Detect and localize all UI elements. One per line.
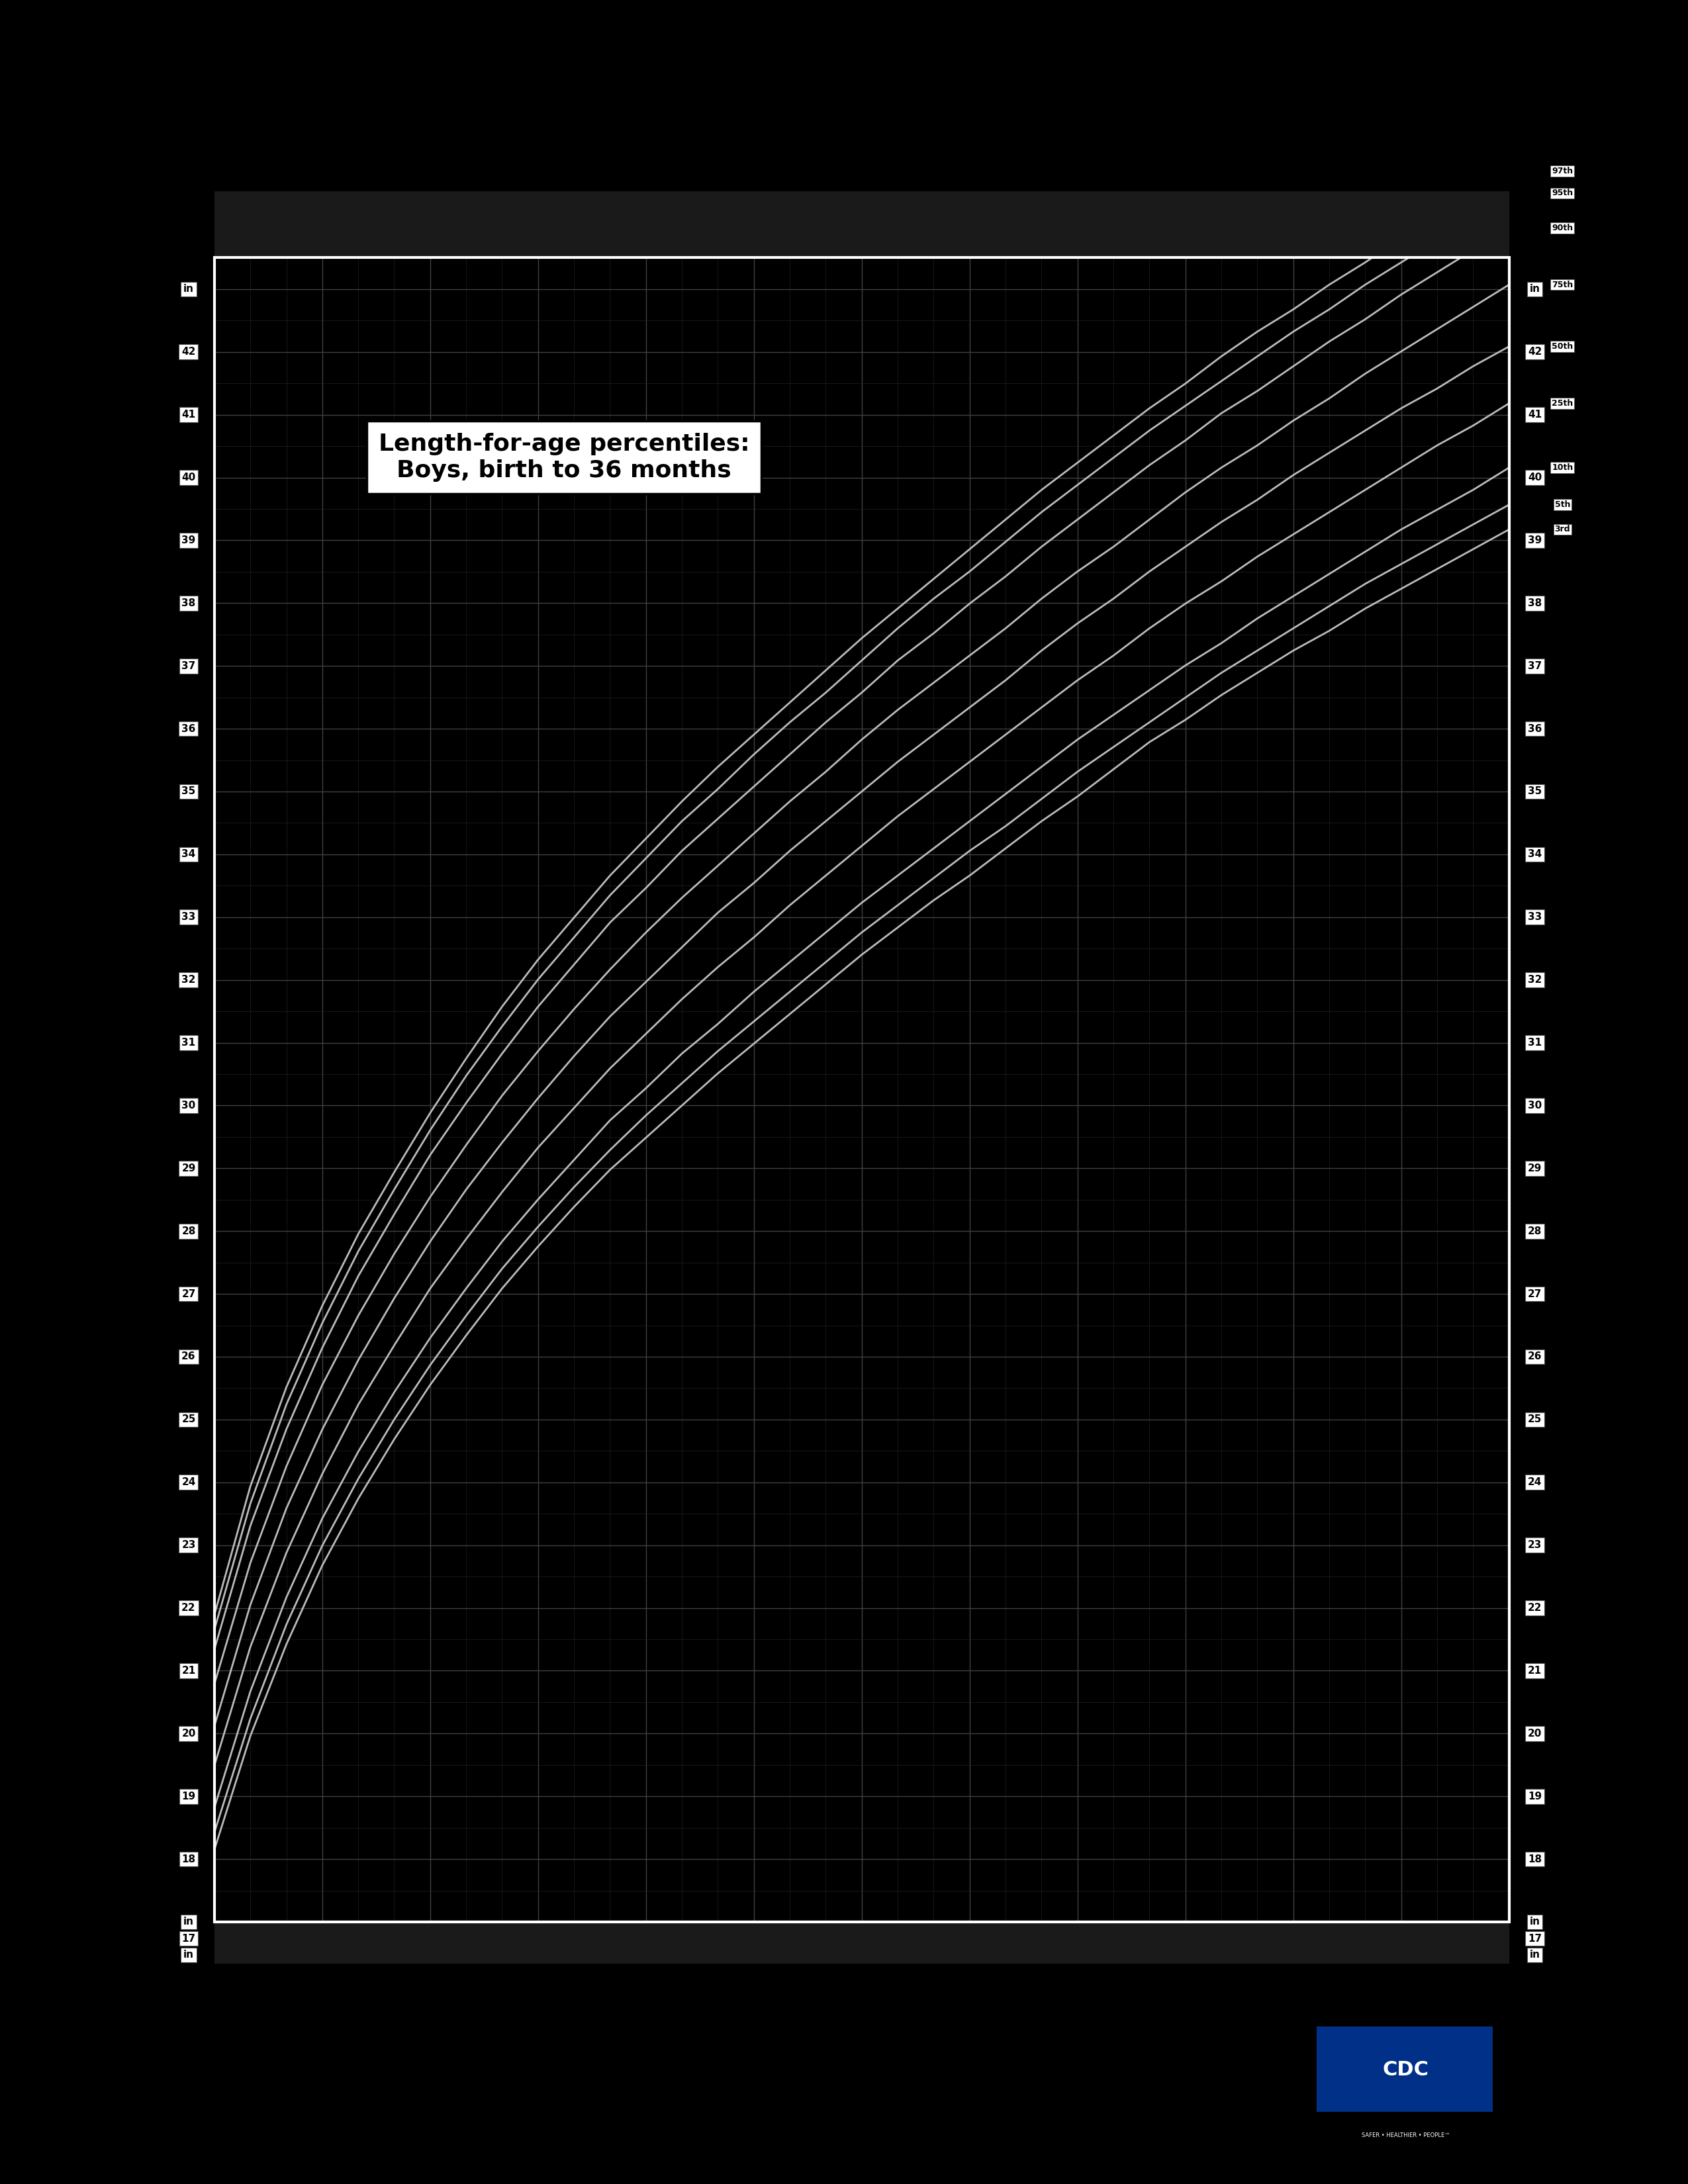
Text: in: in (184, 284, 194, 295)
Text: 5th: 5th (1555, 500, 1570, 509)
Text: 3rd: 3rd (1555, 524, 1570, 533)
Text: 21: 21 (1528, 1666, 1541, 1675)
Text: 31: 31 (182, 1037, 196, 1048)
Text: CDC: CDC (1382, 2060, 1430, 2079)
Text: 97th: 97th (1551, 166, 1573, 175)
Bar (214, 258, 1509, 1922)
Text: 37: 37 (182, 662, 196, 670)
Text: 29: 29 (182, 1164, 196, 1173)
Text: 38: 38 (182, 598, 196, 607)
Text: Length-for-age percentiles:
Boys, birth to 36 months: Length-for-age percentiles: Boys, birth … (378, 432, 749, 483)
Text: 21: 21 (182, 1666, 196, 1675)
Text: in: in (184, 1918, 194, 1926)
Bar (214, 192, 1509, 258)
Text: 32: 32 (1528, 974, 1541, 985)
Text: 28: 28 (1528, 1225, 1541, 1236)
Text: 35: 35 (1528, 786, 1541, 797)
Text: 18: 18 (1528, 1854, 1541, 1865)
Text: 75th: 75th (1551, 280, 1573, 288)
Text: 17: 17 (1528, 1933, 1541, 1944)
Text: 27: 27 (1528, 1289, 1541, 1299)
Text: 90th: 90th (1551, 223, 1573, 232)
Text: 34: 34 (1528, 850, 1541, 858)
Text: 17: 17 (182, 1933, 196, 1944)
Text: 31: 31 (1528, 1037, 1541, 1048)
Text: 36: 36 (1528, 723, 1541, 734)
Text: 39: 39 (182, 535, 196, 546)
Text: 95th: 95th (1551, 188, 1573, 197)
Text: 10th: 10th (1551, 463, 1573, 472)
Text: 35: 35 (182, 786, 196, 797)
Text: 40: 40 (1528, 472, 1541, 483)
Text: 32: 32 (182, 974, 196, 985)
Text: 19: 19 (1528, 1791, 1541, 1802)
Text: 30: 30 (182, 1101, 196, 1109)
Bar (214, 1922, 1509, 1963)
Text: 26: 26 (182, 1352, 196, 1361)
Text: 25th: 25th (1551, 400, 1573, 408)
Text: in: in (1529, 284, 1539, 295)
Text: 37: 37 (1528, 662, 1541, 670)
Text: in: in (1529, 1918, 1539, 1926)
Text: 42: 42 (1528, 347, 1541, 356)
Text: Published May 30, 2000.: Published May 30, 2000. (214, 2092, 327, 2101)
Text: 23: 23 (1528, 1540, 1541, 1551)
Text: 20: 20 (182, 1728, 196, 1738)
Text: 23: 23 (182, 1540, 196, 1551)
Text: 24: 24 (182, 1476, 196, 1487)
Text: 34: 34 (182, 850, 196, 858)
Text: 28: 28 (182, 1225, 196, 1236)
Text: 27: 27 (182, 1289, 196, 1299)
Text: 40: 40 (182, 472, 196, 483)
Text: 26: 26 (1528, 1352, 1541, 1361)
Text: 41: 41 (182, 411, 196, 419)
Text: SAFER • HEALTHIER • PEOPLE™: SAFER • HEALTHIER • PEOPLE™ (1362, 2132, 1450, 2138)
Text: 41: 41 (1528, 411, 1541, 419)
Text: 24: 24 (1528, 1476, 1541, 1487)
Text: 25: 25 (182, 1415, 196, 1424)
Text: 22: 22 (1528, 1603, 1541, 1612)
Text: 18: 18 (182, 1854, 196, 1865)
Text: 30: 30 (1528, 1101, 1541, 1109)
Text: in: in (184, 1950, 194, 1959)
Text: 50th: 50th (1551, 343, 1573, 352)
Text: 36: 36 (182, 723, 196, 734)
Text: 22: 22 (182, 1603, 196, 1612)
Text: 42: 42 (182, 347, 196, 356)
Text: 20: 20 (1528, 1728, 1541, 1738)
Text: 33: 33 (1528, 913, 1541, 922)
Text: 25: 25 (1528, 1415, 1541, 1424)
Text: 38: 38 (1528, 598, 1541, 607)
Bar (1317, 2027, 1492, 2112)
Text: 29: 29 (1528, 1164, 1541, 1173)
Text: in: in (1529, 1950, 1539, 1959)
Text: 19: 19 (182, 1791, 196, 1802)
Text: 39: 39 (1528, 535, 1541, 546)
Text: 33: 33 (182, 913, 196, 922)
